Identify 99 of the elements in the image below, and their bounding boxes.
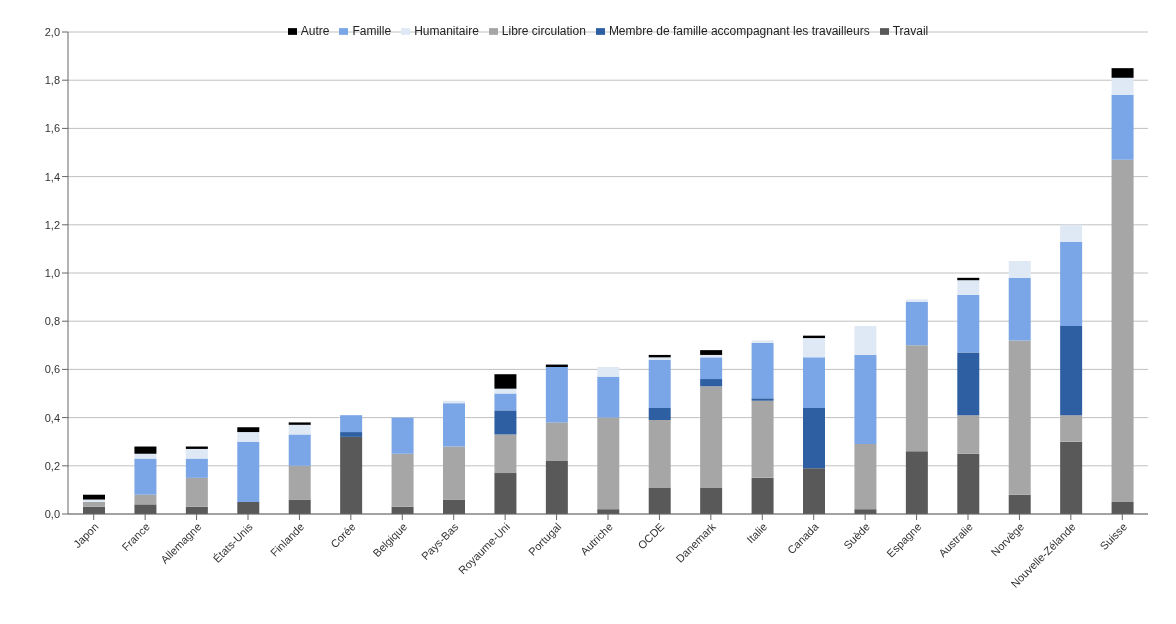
y-tick-label: 1,8: [44, 74, 60, 87]
bar: [1060, 415, 1083, 442]
bar: [237, 427, 260, 433]
bar: [494, 388, 517, 394]
bar: [494, 410, 517, 435]
bar: [134, 453, 157, 459]
bar: [1008, 260, 1031, 278]
bar: [288, 422, 311, 425]
y-tick-label: 0,8: [44, 315, 60, 328]
bar: [288, 434, 311, 466]
bar: [854, 354, 877, 445]
bar: [443, 499, 465, 514]
bar: [803, 357, 825, 408]
bar: [545, 366, 568, 423]
bar: [443, 446, 465, 500]
bar: [1111, 159, 1134, 502]
bar: [134, 458, 157, 495]
bar: [700, 350, 723, 355]
bar: [751, 342, 774, 399]
bar: [185, 477, 208, 507]
bar: [1060, 224, 1083, 242]
bar: [648, 420, 671, 488]
bar: [648, 407, 671, 421]
bar: [237, 441, 260, 502]
bar: [905, 345, 928, 452]
bar: [134, 504, 157, 514]
bar: [803, 468, 825, 514]
y-tick-label: 1,0: [44, 266, 60, 279]
bar: [1060, 441, 1083, 514]
bar: [700, 386, 723, 488]
bar: [1008, 277, 1031, 341]
bar: [134, 446, 157, 454]
legend-label: Famille: [352, 24, 392, 38]
bar: [1111, 68, 1134, 78]
bar: [1111, 94, 1134, 160]
legend-label: Autre: [300, 24, 330, 38]
bar: [185, 448, 208, 459]
bar: [957, 453, 980, 514]
bar: [237, 432, 260, 442]
bar: [700, 357, 723, 380]
legend-label: Membre de famille accompagnant les travailleurs: [608, 24, 870, 38]
bar: [597, 417, 620, 510]
bar: [1008, 494, 1031, 514]
bar: [1060, 326, 1083, 416]
bar: [545, 460, 568, 514]
bar: [288, 424, 311, 435]
bar: [648, 359, 671, 408]
y-tick-label: 2,0: [44, 25, 60, 38]
bar: [443, 403, 465, 447]
y-tick-label: 0,6: [44, 363, 60, 376]
bar: [494, 473, 517, 514]
bar: [134, 494, 157, 505]
bar: [751, 400, 774, 478]
bar: [83, 501, 105, 507]
bar: [1008, 340, 1031, 495]
legend-label: Libre circulation: [501, 24, 586, 38]
bar: [751, 477, 774, 514]
bar: [340, 415, 363, 433]
bar: [1111, 77, 1134, 95]
bar: [545, 422, 568, 461]
bar: [597, 376, 620, 418]
bar: [854, 444, 877, 510]
bar: [288, 499, 311, 514]
bar: [700, 487, 723, 514]
bar: [957, 280, 980, 295]
y-tick-label: 1,2: [44, 218, 60, 231]
bar: [957, 352, 980, 416]
bar: [494, 393, 517, 411]
bar: [1111, 501, 1134, 514]
bar: [751, 398, 774, 401]
bar: [340, 436, 363, 514]
bar: [494, 434, 517, 474]
bar: [237, 501, 260, 514]
bar: [391, 417, 414, 454]
bar: [700, 379, 723, 387]
bar: [494, 374, 517, 389]
y-tick-label: 1,4: [44, 170, 60, 183]
y-tick-label: 0,4: [44, 411, 60, 424]
legend-label: Travail: [892, 24, 929, 38]
y-tick-label: 0,0: [44, 507, 60, 520]
bar: [905, 451, 928, 514]
bar: [957, 294, 980, 353]
bar: [597, 366, 620, 377]
bar: [391, 453, 414, 507]
bar: [905, 301, 928, 346]
y-tick-label: 1,6: [44, 122, 60, 135]
bar: [185, 458, 208, 478]
bar: [340, 432, 363, 437]
y-tick-label: 0,2: [44, 459, 60, 472]
bar: [803, 407, 825, 469]
legend-label: Humanitaire: [414, 24, 479, 38]
bar: [1060, 241, 1083, 327]
bar: [803, 338, 825, 358]
bar: [648, 487, 671, 514]
bar: [288, 465, 311, 500]
bar: [83, 494, 105, 500]
bar: [854, 326, 877, 355]
bar: [957, 415, 980, 454]
bar: [751, 340, 774, 343]
